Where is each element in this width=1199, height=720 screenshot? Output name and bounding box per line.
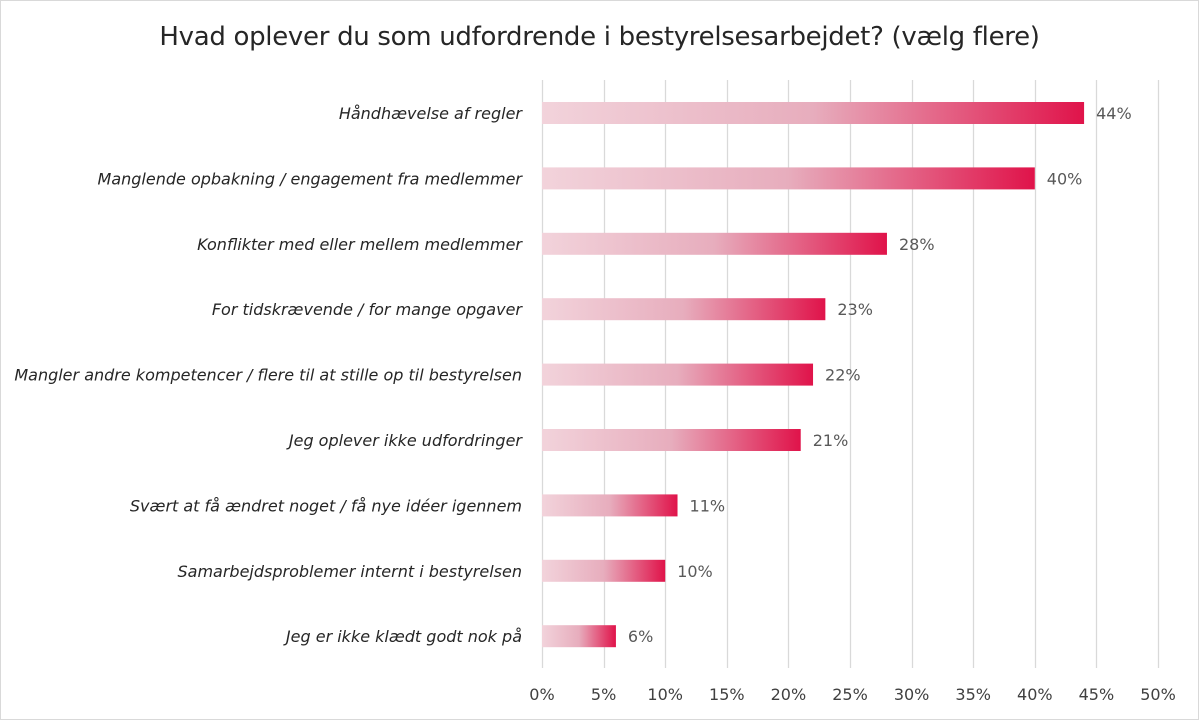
x-tick-label: 10% bbox=[647, 685, 683, 704]
category-label: Svært at få ændret noget / få nye idéer … bbox=[130, 496, 522, 515]
x-tick-label: 30% bbox=[894, 685, 930, 704]
x-tick-label: 5% bbox=[591, 685, 616, 704]
bar bbox=[542, 363, 814, 386]
category-label: Jeg er ikke klædt godt nok på bbox=[283, 627, 522, 646]
category-labels: Håndhævelse af regler Manglende opbakning… bbox=[14, 104, 523, 646]
value-label: 40% bbox=[1047, 169, 1083, 188]
x-tick-label: 40% bbox=[1017, 685, 1053, 704]
category-label: Håndhævelse af regler bbox=[339, 104, 524, 123]
category-label: Samarbejdsproblemer internt i bestyrelse… bbox=[177, 562, 522, 581]
value-label: 21% bbox=[813, 431, 849, 450]
x-tick-label: 50% bbox=[1140, 685, 1176, 704]
x-tick-label: 0% bbox=[529, 685, 554, 704]
category-label: For tidskrævende / for mange opgaver bbox=[212, 300, 524, 319]
category-label: Konflikter med eller mellem medlemmer bbox=[197, 235, 523, 254]
bar bbox=[542, 102, 1085, 124]
value-labels: 44% 40% 28% 23% 22% 21% 11% 10% 6% bbox=[628, 104, 1132, 646]
bar bbox=[542, 167, 1035, 190]
value-label: 22% bbox=[825, 366, 861, 385]
x-tick-label: 20% bbox=[771, 685, 807, 704]
category-label: Manglende opbakning / engagement fra med… bbox=[98, 169, 524, 188]
value-label: 28% bbox=[899, 235, 935, 254]
category-label: Mangler andre kompetencer / flere til at… bbox=[14, 366, 522, 385]
x-tick-label: 15% bbox=[709, 685, 745, 704]
x-tick-label: 35% bbox=[955, 685, 991, 704]
bar bbox=[542, 494, 678, 517]
bar bbox=[542, 232, 887, 255]
value-label: 44% bbox=[1096, 104, 1132, 123]
value-label: 6% bbox=[628, 627, 653, 646]
x-tick-label: 45% bbox=[1079, 685, 1115, 704]
value-label: 23% bbox=[837, 300, 873, 319]
category-label: Jeg oplever ikke udfordringer bbox=[286, 431, 524, 450]
bar bbox=[542, 559, 666, 582]
value-label: 11% bbox=[690, 496, 726, 515]
value-label: 10% bbox=[677, 562, 713, 581]
bar bbox=[542, 429, 801, 451]
bars bbox=[542, 102, 1085, 648]
x-axis-tick-labels: 0% 5% 10% 15% 20% 25% 30% 35% 40% 45% 50% bbox=[529, 685, 1175, 704]
chart-title: Hvad oplever du som udfordrende i bestyr… bbox=[159, 22, 1040, 52]
bar bbox=[542, 625, 616, 648]
x-tick-label: 25% bbox=[832, 685, 868, 704]
bar bbox=[542, 298, 826, 321]
